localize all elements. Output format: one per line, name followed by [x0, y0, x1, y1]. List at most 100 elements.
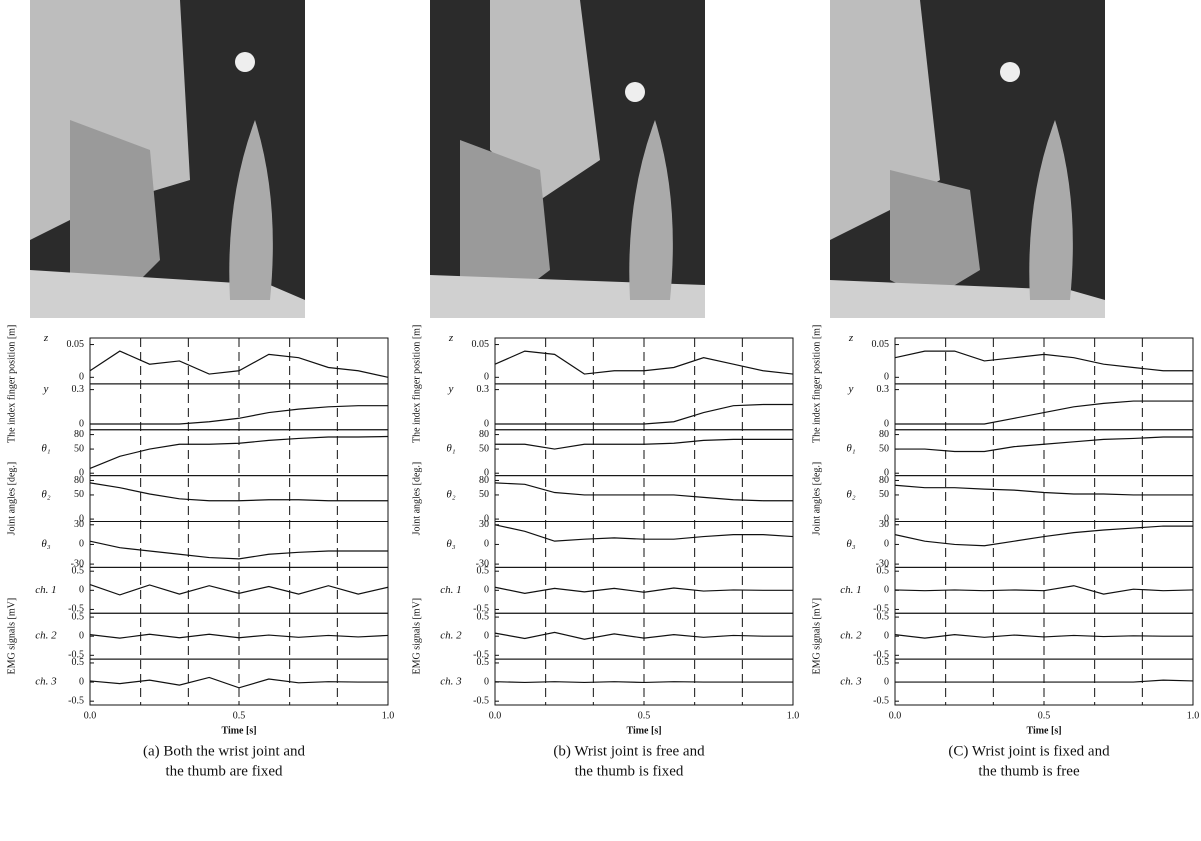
series-name: θ₂	[446, 488, 455, 500]
photo	[830, 0, 1105, 318]
y-tick-label: 0.5	[877, 565, 890, 576]
y-tick-label: 0.3	[72, 384, 85, 395]
y-tick-label: 0	[79, 630, 84, 641]
series-name: θ₃	[446, 538, 455, 550]
y-tick-label: -0.5	[473, 695, 489, 706]
photo	[30, 0, 305, 318]
caption: (C) Wrist joint is fixed and	[948, 743, 1110, 759]
trace	[89, 676, 388, 689]
y-tick-label: -0.5	[473, 650, 489, 661]
x-axis-label: Time [s]	[1026, 725, 1061, 736]
y-tick-label: 0	[79, 468, 84, 479]
series-name: y	[848, 383, 854, 395]
y-tick-label: 0	[79, 513, 84, 524]
y-tick-label: 0	[484, 676, 489, 687]
y-tick-label: 0	[884, 676, 889, 687]
series-name: θ₁	[446, 443, 455, 455]
y-tick-label: 80	[879, 475, 889, 486]
y-tick-label: 30	[479, 519, 489, 530]
y-tick-label: 0	[79, 676, 84, 687]
y-tick-label: 0	[484, 630, 489, 641]
series-name: ch. 2	[840, 630, 862, 642]
series-name: z	[43, 332, 49, 344]
y-tick-label: 0	[484, 468, 489, 479]
group-label: The index finger position [m]	[411, 325, 422, 443]
caption: the thumb is fixed	[575, 763, 684, 779]
y-tick-label: -0.5	[873, 695, 889, 706]
series-name: ch. 2	[35, 630, 57, 642]
trace	[89, 540, 388, 560]
y-tick-label: 30	[74, 519, 84, 530]
series-name: θ₁	[41, 443, 50, 455]
y-tick-label: 0.5	[877, 657, 890, 668]
y-tick-label: 0	[884, 418, 889, 429]
y-tick-label: 50	[879, 443, 889, 454]
caption: (b) Wrist joint is free and	[553, 743, 705, 759]
series-name: z	[848, 332, 854, 344]
trace	[90, 405, 388, 425]
y-tick-label: 0	[484, 372, 489, 383]
y-tick-label: 0	[884, 372, 889, 383]
series-name: θ₂	[41, 488, 50, 500]
y-tick-label: 0.5	[877, 611, 890, 622]
series-name: y	[43, 383, 49, 395]
y-tick-label: 0.5	[477, 657, 490, 668]
series-name: θ₂	[846, 488, 855, 500]
y-tick-label: 0.05	[872, 339, 890, 350]
y-tick-label: 80	[74, 475, 84, 486]
x-tick-label: 0.5	[638, 710, 651, 721]
group-label: The index finger position [m]	[6, 325, 17, 443]
x-tick-label: 0.0	[889, 710, 902, 721]
y-tick-label: 0	[484, 585, 489, 596]
caption: the thumb is free	[978, 763, 1080, 779]
y-tick-label: 0	[884, 539, 889, 550]
y-tick-label: -30	[876, 558, 889, 569]
series-name: ch. 2	[440, 630, 462, 642]
group-label: EMG signals [mV]	[811, 598, 822, 675]
series-name: y	[448, 383, 454, 395]
y-tick-label: 50	[879, 489, 889, 500]
y-tick-label: 0	[79, 585, 84, 596]
y-tick-label: 80	[479, 475, 489, 486]
y-tick-label: 0	[484, 513, 489, 524]
caption: the thumb are fixed	[165, 763, 283, 779]
y-tick-label: 0	[79, 372, 84, 383]
series-name: ch. 1	[35, 584, 56, 596]
y-tick-label: 0.5	[72, 565, 85, 576]
y-tick-label: 30	[879, 519, 889, 530]
y-tick-label: -30	[476, 558, 489, 569]
group-label: EMG signals [mV]	[6, 598, 17, 675]
y-tick-label: 0.5	[72, 657, 85, 668]
y-tick-label: 0	[884, 513, 889, 524]
y-tick-label: 0	[79, 418, 84, 429]
y-tick-label: -0.5	[68, 604, 84, 615]
y-tick-label: 0	[884, 468, 889, 479]
x-tick-label: 1.0	[382, 710, 395, 721]
y-tick-label: 0.05	[472, 339, 490, 350]
y-tick-label: -0.5	[68, 650, 84, 661]
photos	[30, 0, 1105, 318]
x-tick-label: 0.0	[489, 710, 502, 721]
x-tick-label: 0.0	[84, 710, 97, 721]
y-tick-label: 0	[884, 585, 889, 596]
caption: (a) Both the wrist joint and	[143, 743, 306, 759]
x-tick-label: 0.5	[233, 710, 246, 721]
y-tick-label: 0.5	[72, 611, 85, 622]
series-name: θ₃	[846, 538, 855, 550]
x-tick-label: 1.0	[1187, 710, 1200, 721]
group-label: EMG signals [mV]	[411, 598, 422, 675]
y-tick-label: 0	[484, 539, 489, 550]
series-name: z	[448, 332, 454, 344]
group-label: Joint angles [deg.]	[811, 462, 822, 536]
y-tick-label: 0	[884, 630, 889, 641]
series-name: θ₁	[846, 443, 855, 455]
y-tick-label: -0.5	[873, 604, 889, 615]
series-name: ch. 3	[840, 676, 862, 688]
series-name: ch. 1	[840, 584, 861, 596]
group-label: The index finger position [m]	[811, 325, 822, 443]
series-name: θ₃	[41, 538, 50, 550]
photo	[430, 0, 705, 318]
x-axis-label: Time [s]	[626, 725, 661, 736]
y-tick-label: 0.5	[477, 611, 490, 622]
